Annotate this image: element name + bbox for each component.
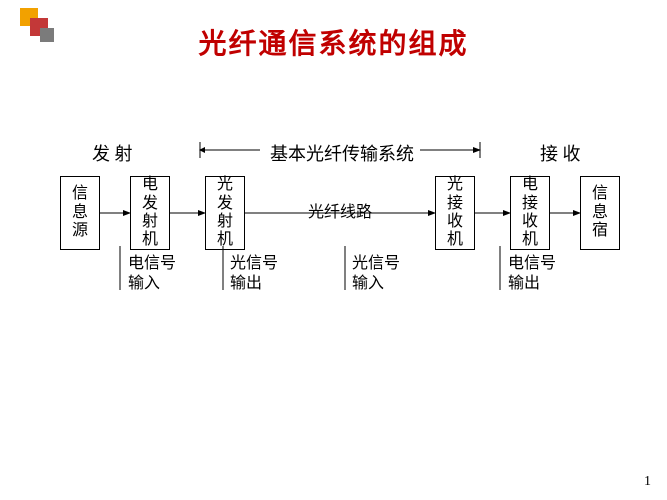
box-sink: 信息宿 xyxy=(580,176,620,250)
box-etx: 电发射机 xyxy=(130,176,170,250)
page-number: 1 xyxy=(644,474,651,490)
sub-2: 光信号输出 xyxy=(230,254,278,294)
box-erx: 电接收机 xyxy=(510,176,550,250)
label-fiber: 光纤线路 xyxy=(308,198,372,222)
slide-title: 光纤通信系统的组成 xyxy=(0,22,667,62)
label-tx: 发 射 xyxy=(92,140,133,166)
box-otx: 光发射机 xyxy=(205,176,245,250)
label-rx: 接 收 xyxy=(540,140,581,166)
label-system: 基本光纤传输系统 xyxy=(270,140,414,166)
diagram: 发 射 基本光纤传输系统 接 收 信息源 电发射机 光发射机 光接收机 电接收机… xyxy=(60,140,620,340)
box-source: 信息源 xyxy=(60,176,100,250)
sub-4: 电信号输出 xyxy=(508,254,556,294)
sub-1: 电信号输入 xyxy=(128,254,176,294)
box-orx: 光接收机 xyxy=(435,176,475,250)
sub-3: 光信号输入 xyxy=(352,254,400,294)
